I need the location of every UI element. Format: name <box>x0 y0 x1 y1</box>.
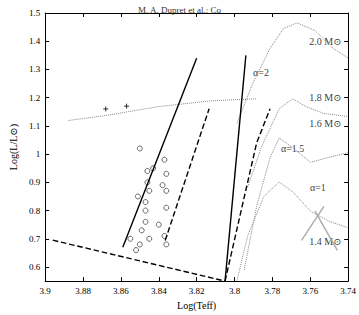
svg-text:M. A. Dupret et al.: Co: M. A. Dupret et al.: Co <box>138 5 221 15</box>
svg-text:3.9: 3.9 <box>40 286 52 296</box>
svg-text:3.74: 3.74 <box>340 286 356 296</box>
svg-text:1.6 M⊙: 1.6 M⊙ <box>309 118 341 129</box>
svg-text:1.1: 1.1 <box>29 121 40 131</box>
svg-text:0.7: 0.7 <box>29 234 41 244</box>
svg-text:3.76: 3.76 <box>302 286 318 296</box>
svg-text:Log(Teff): Log(Teff) <box>177 300 216 312</box>
svg-text:1.3: 1.3 <box>29 64 41 74</box>
svg-text:3.84: 3.84 <box>151 286 167 296</box>
svg-text:1.8 M⊙: 1.8 M⊙ <box>309 92 341 103</box>
svg-text:0.9: 0.9 <box>29 177 41 187</box>
svg-text:1.4 M⊙: 1.4 M⊙ <box>309 236 341 247</box>
svg-text:3.82: 3.82 <box>189 286 205 296</box>
svg-text:1: 1 <box>36 149 41 159</box>
svg-text:1.5: 1.5 <box>29 8 41 18</box>
svg-text:0.6: 0.6 <box>29 262 41 272</box>
svg-text:α=1.5: α=1.5 <box>281 143 304 154</box>
svg-text:3.8: 3.8 <box>229 286 241 296</box>
svg-text:1.2: 1.2 <box>29 93 40 103</box>
svg-text:1.4: 1.4 <box>29 36 41 46</box>
svg-text:α=2: α=2 <box>253 67 269 78</box>
svg-text:2.0 M⊙: 2.0 M⊙ <box>309 36 341 47</box>
svg-text:3.78: 3.78 <box>265 286 281 296</box>
svg-text:3.88: 3.88 <box>75 286 91 296</box>
svg-text:α=1: α=1 <box>310 182 326 193</box>
svg-text:Log(L/L⊙): Log(L/L⊙) <box>8 124 20 170</box>
svg-text:0.8: 0.8 <box>29 206 41 216</box>
svg-text:3.86: 3.86 <box>113 286 129 296</box>
